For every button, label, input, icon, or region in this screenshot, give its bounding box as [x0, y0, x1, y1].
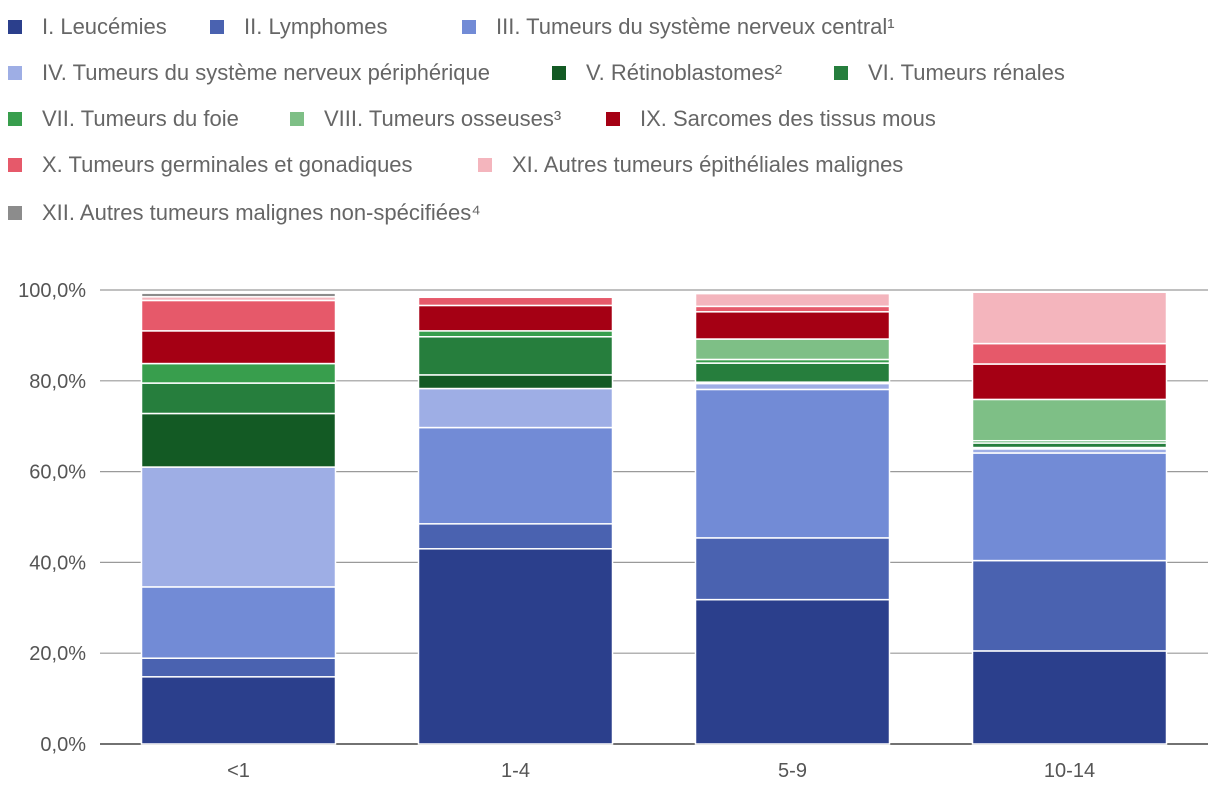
- legend-item: V. Rétinoblastomes²: [552, 58, 782, 88]
- bar-segment: [140, 466, 337, 588]
- bar-segment: [140, 676, 337, 745]
- legend-item: XI. Autres tumeurs épithéliales malignes: [478, 150, 903, 180]
- bar-segment: [417, 374, 614, 390]
- legend-swatch: [8, 66, 22, 80]
- legend-item: VI. Tumeurs rénales: [834, 58, 1065, 88]
- bar-segment: [417, 523, 614, 550]
- legend-item: II. Lymphomes: [210, 12, 387, 42]
- legend-item: VII. Tumeurs du foie: [8, 104, 239, 134]
- bar-segment: [417, 295, 614, 299]
- legend-swatch: [8, 206, 22, 220]
- legend-label: V. Rétinoblastomes²: [586, 60, 783, 85]
- legend-swatch: [478, 158, 492, 172]
- bar-segment: [140, 299, 337, 332]
- bar-segment: [971, 452, 1168, 562]
- bar-segment: [140, 330, 337, 365]
- legend-swatch: [8, 158, 22, 172]
- legend-swatch: [8, 20, 22, 34]
- y-tick-label: 40,0%: [29, 552, 86, 574]
- bar-segment: [694, 338, 891, 361]
- legend-label: III. Tumeurs du système nerveux central¹: [496, 14, 895, 39]
- legend-swatch: [606, 112, 620, 126]
- legend-item: VIII. Tumeurs osseuses³: [290, 104, 561, 134]
- legend-label: XI. Autres tumeurs épithéliales malignes: [512, 152, 904, 177]
- bar-segment: [971, 291, 1168, 345]
- legend-item: III. Tumeurs du système nerveux central¹: [462, 12, 895, 42]
- bar-segment: [140, 382, 337, 415]
- bar-segment: [417, 426, 614, 525]
- bar-segment: [417, 296, 614, 307]
- x-tick-label: 1-4: [501, 760, 530, 782]
- bar-segment: [140, 362, 337, 384]
- legend-swatch: [210, 20, 224, 34]
- bar-segment: [417, 304, 614, 332]
- stacked-bar-chart: 0,0% 20,0% 40,0% 60,0% 80,0% 100,0% <1 1-4 5-9 10…: [18, 280, 1208, 782]
- y-tick-label: 60,0%: [29, 462, 86, 484]
- legend-label: IX. Sarcomes des tissus mous: [640, 106, 936, 131]
- bar-segment: [971, 559, 1168, 652]
- legend-item: I. Leucémies: [8, 12, 167, 42]
- legend-swatch: [290, 112, 304, 126]
- bar-segment: [694, 537, 891, 601]
- y-tick-label: 80,0%: [29, 371, 86, 393]
- legend-label: VI. Tumeurs rénales: [868, 60, 1065, 85]
- bar-segment: [971, 398, 1168, 442]
- x-tick-label: 10-14: [1044, 760, 1095, 782]
- legend-label: X. Tumeurs germinales et gonadiques: [42, 152, 413, 177]
- bar-segment: [140, 412, 337, 468]
- bar-segment: [971, 342, 1168, 365]
- legend-label: I. Leucémies: [42, 14, 167, 39]
- x-tick-label: 5-9: [778, 760, 807, 782]
- bar-segment: [417, 387, 614, 429]
- legend-label: VIII. Tumeurs osseuses³: [324, 106, 562, 131]
- bar-segment: [694, 362, 891, 383]
- legend-swatch: [462, 20, 476, 34]
- legend-swatch: [834, 66, 848, 80]
- legend-label: II. Lymphomes: [244, 14, 388, 39]
- bar-segment: [140, 586, 337, 659]
- bar-segment: [694, 388, 891, 539]
- bar-segment: [140, 657, 337, 678]
- x-tick-label: <1: [227, 760, 250, 782]
- bar-segment: [694, 382, 891, 391]
- bar-segment: [971, 650, 1168, 745]
- bar-segment: [971, 363, 1168, 401]
- bar-segment: [694, 311, 891, 340]
- bar-segment: [417, 336, 614, 376]
- legend-label: XII. Autres tumeurs malignes non-spécifi…: [42, 200, 481, 225]
- chart-legend: I. Leucémies II. Lymphomes III. Tumeurs du…: [8, 0, 1208, 240]
- bar-segment: [417, 548, 614, 745]
- legend-swatch: [552, 66, 566, 80]
- legend-item: IX. Sarcomes des tissus mous: [606, 104, 936, 134]
- legend-item: X. Tumeurs germinales et gonadiques: [8, 150, 413, 180]
- legend-swatch: [8, 112, 22, 126]
- bar-segment: [694, 305, 891, 313]
- y-tick-label: 20,0%: [29, 643, 86, 665]
- legend-label: IV. Tumeurs du système nerveux périphéri…: [42, 60, 490, 85]
- bar-segment: [694, 292, 891, 308]
- legend-label: VII. Tumeurs du foie: [42, 106, 239, 131]
- bar-segment: [140, 292, 337, 298]
- y-tick-label: 0,0%: [40, 734, 86, 756]
- legend-item: XII. Autres tumeurs malignes non-spécifi…: [8, 198, 481, 228]
- bar-segment: [694, 598, 891, 745]
- bar-segment: [417, 330, 614, 338]
- y-tick-label: 100,0%: [18, 280, 86, 302]
- legend-item: IV. Tumeurs du système nerveux périphéri…: [8, 58, 490, 88]
